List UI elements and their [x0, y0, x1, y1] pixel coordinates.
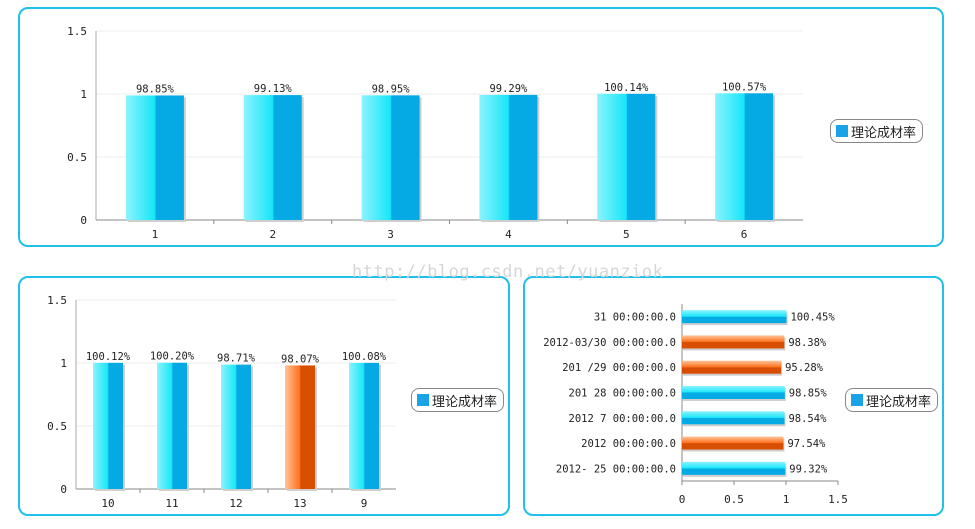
x-tick-label: 11 — [165, 497, 178, 510]
bar — [125, 95, 184, 220]
horizontal-bar-chart: 0 0.5 1 1.5 100.45% 31 00:00:00.0 98.38% 2012-0… — [543, 304, 848, 506]
data-label: 98.54% — [788, 413, 827, 425]
bar — [157, 362, 187, 489]
legend-label: 理论成材率 — [851, 124, 917, 140]
bar — [361, 95, 420, 220]
bar — [715, 93, 774, 220]
data-label: 100.14% — [604, 82, 649, 94]
y-tick-label: 0 — [80, 214, 87, 227]
y-tick-label: 2012-03/30 00:00:00.0 — [543, 337, 676, 349]
x-tick-label: 4 — [505, 228, 512, 241]
y-tick-label: 2012 00:00:00.0 — [581, 438, 676, 450]
bar — [682, 411, 785, 425]
y-tick-label: 31 00:00:00.0 — [594, 312, 676, 324]
data-label: 98.71% — [217, 353, 256, 365]
y-tick-label: 201 28 00:00:00.0 — [569, 388, 676, 400]
bar — [93, 362, 123, 489]
data-label: 97.54% — [787, 438, 826, 450]
bar — [285, 365, 315, 489]
data-label: 98.38% — [788, 337, 827, 349]
x-tick-label: 2 — [269, 228, 276, 241]
chart-panel-bottom-left: 0 0.5 1 1.5 100.12% 10 100.20% 11 98.71% 12 98.07%… — [18, 276, 510, 516]
legend-bottom-right[interactable]: 理论成材率 — [845, 388, 939, 412]
bar — [479, 94, 538, 220]
data-label: 99.32% — [789, 463, 828, 475]
y-tick-label: 2012 7 00:00:00.0 — [569, 413, 676, 425]
bar — [682, 310, 787, 324]
data-label: 100.08% — [342, 351, 387, 363]
chart-panel-bottom-right: 0 0.5 1 1.5 100.45% 31 00:00:00.0 98.38% 2012-0… — [523, 276, 944, 516]
bar — [349, 362, 379, 489]
bar — [682, 335, 785, 349]
x-tick-label: 5 — [623, 228, 630, 241]
data-label: 100.57% — [722, 81, 767, 93]
legend-label: 理论成材率 — [866, 393, 932, 409]
data-label: 100.20% — [150, 351, 195, 363]
y-tick-label: 0.5 — [67, 151, 87, 164]
data-label: 98.85% — [136, 83, 175, 95]
y-tick-label: 2012- 25 00:00:00.0 — [556, 463, 676, 475]
legend-bottom-left[interactable]: 理论成材率 — [411, 388, 505, 412]
y-tick-label: 1 — [80, 88, 87, 101]
y-tick-label: 0.5 — [47, 420, 67, 433]
x-tick-label: 3 — [387, 228, 394, 241]
x-tick-label: 9 — [361, 497, 368, 510]
bar — [682, 461, 786, 475]
x-tick-label: 1 — [783, 493, 790, 506]
data-label: 98.85% — [789, 388, 828, 400]
bar — [682, 386, 785, 399]
data-label: 99.29% — [489, 83, 528, 95]
bar — [221, 364, 251, 489]
data-label: 95.28% — [785, 362, 824, 374]
x-tick-label: 0.5 — [724, 493, 744, 506]
y-tick-label: 0 — [60, 483, 67, 496]
data-label: 100.12% — [86, 351, 131, 363]
x-tick-label: 1.5 — [828, 493, 848, 506]
x-tick-label: 12 — [229, 497, 242, 510]
x-tick-label: 6 — [741, 228, 748, 241]
x-tick-label: 0 — [679, 493, 686, 506]
x-tick-label: 10 — [101, 497, 114, 510]
bar-chart-bottom-left: 0 0.5 1 1.5 100.12% 10 100.20% 11 98.71% 12 98.07%… — [47, 294, 396, 510]
legend-swatch — [836, 125, 848, 137]
data-label: 100.45% — [790, 312, 835, 324]
legend-swatch — [417, 394, 429, 406]
legend-swatch — [851, 394, 863, 406]
legend-label: 理论成材率 — [432, 393, 498, 409]
x-tick-label: 1 — [152, 228, 159, 241]
y-tick-label: 201 /29 00:00:00.0 — [562, 362, 676, 374]
bar — [597, 93, 656, 220]
data-label: 98.95% — [372, 83, 411, 95]
bar-chart-top: 0 0.5 1 1.5 98.85% 1 99.13% 2 98.95% 3 99.29% 4 100.… — [67, 25, 803, 241]
data-label: 98.07% — [281, 353, 320, 365]
bar — [682, 436, 784, 450]
chart-panel-top: 0 0.5 1 1.5 98.85% 1 99.13% 2 98.95% 3 99.29% 4 100.… — [18, 7, 944, 247]
bar — [243, 95, 302, 220]
y-tick-label: 1.5 — [47, 294, 67, 307]
x-tick-label: 13 — [293, 497, 306, 510]
data-label: 99.13% — [254, 83, 293, 95]
y-tick-label: 1 — [60, 357, 67, 370]
legend-top[interactable]: 理论成材率 — [830, 119, 924, 143]
y-tick-label: 1.5 — [67, 25, 87, 38]
bar — [682, 360, 782, 374]
